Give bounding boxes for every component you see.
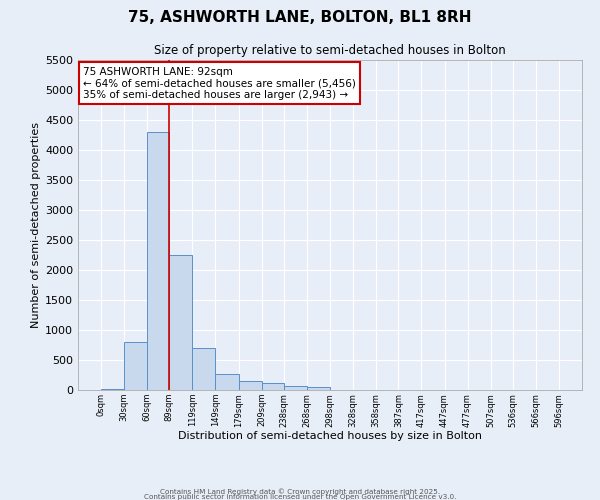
Y-axis label: Number of semi-detached properties: Number of semi-detached properties — [31, 122, 41, 328]
Bar — [193, 348, 215, 390]
Bar — [215, 374, 239, 390]
Bar — [101, 388, 124, 390]
X-axis label: Distribution of semi-detached houses by size in Bolton: Distribution of semi-detached houses by … — [178, 431, 482, 441]
Bar — [239, 380, 262, 390]
Bar — [284, 386, 307, 390]
Bar — [307, 387, 330, 390]
Text: Contains HM Land Registry data © Crown copyright and database right 2025.: Contains HM Land Registry data © Crown c… — [160, 488, 440, 495]
Title: Size of property relative to semi-detached houses in Bolton: Size of property relative to semi-detach… — [154, 44, 506, 58]
Text: Contains public sector information licensed under the Open Government Licence v3: Contains public sector information licen… — [144, 494, 456, 500]
Text: 75, ASHWORTH LANE, BOLTON, BL1 8RH: 75, ASHWORTH LANE, BOLTON, BL1 8RH — [128, 10, 472, 25]
Bar — [147, 132, 169, 390]
Bar — [124, 342, 147, 390]
Text: 75 ASHWORTH LANE: 92sqm
← 64% of semi-detached houses are smaller (5,456)
35% of: 75 ASHWORTH LANE: 92sqm ← 64% of semi-de… — [83, 66, 356, 100]
Bar — [169, 255, 193, 390]
Bar — [262, 383, 284, 390]
